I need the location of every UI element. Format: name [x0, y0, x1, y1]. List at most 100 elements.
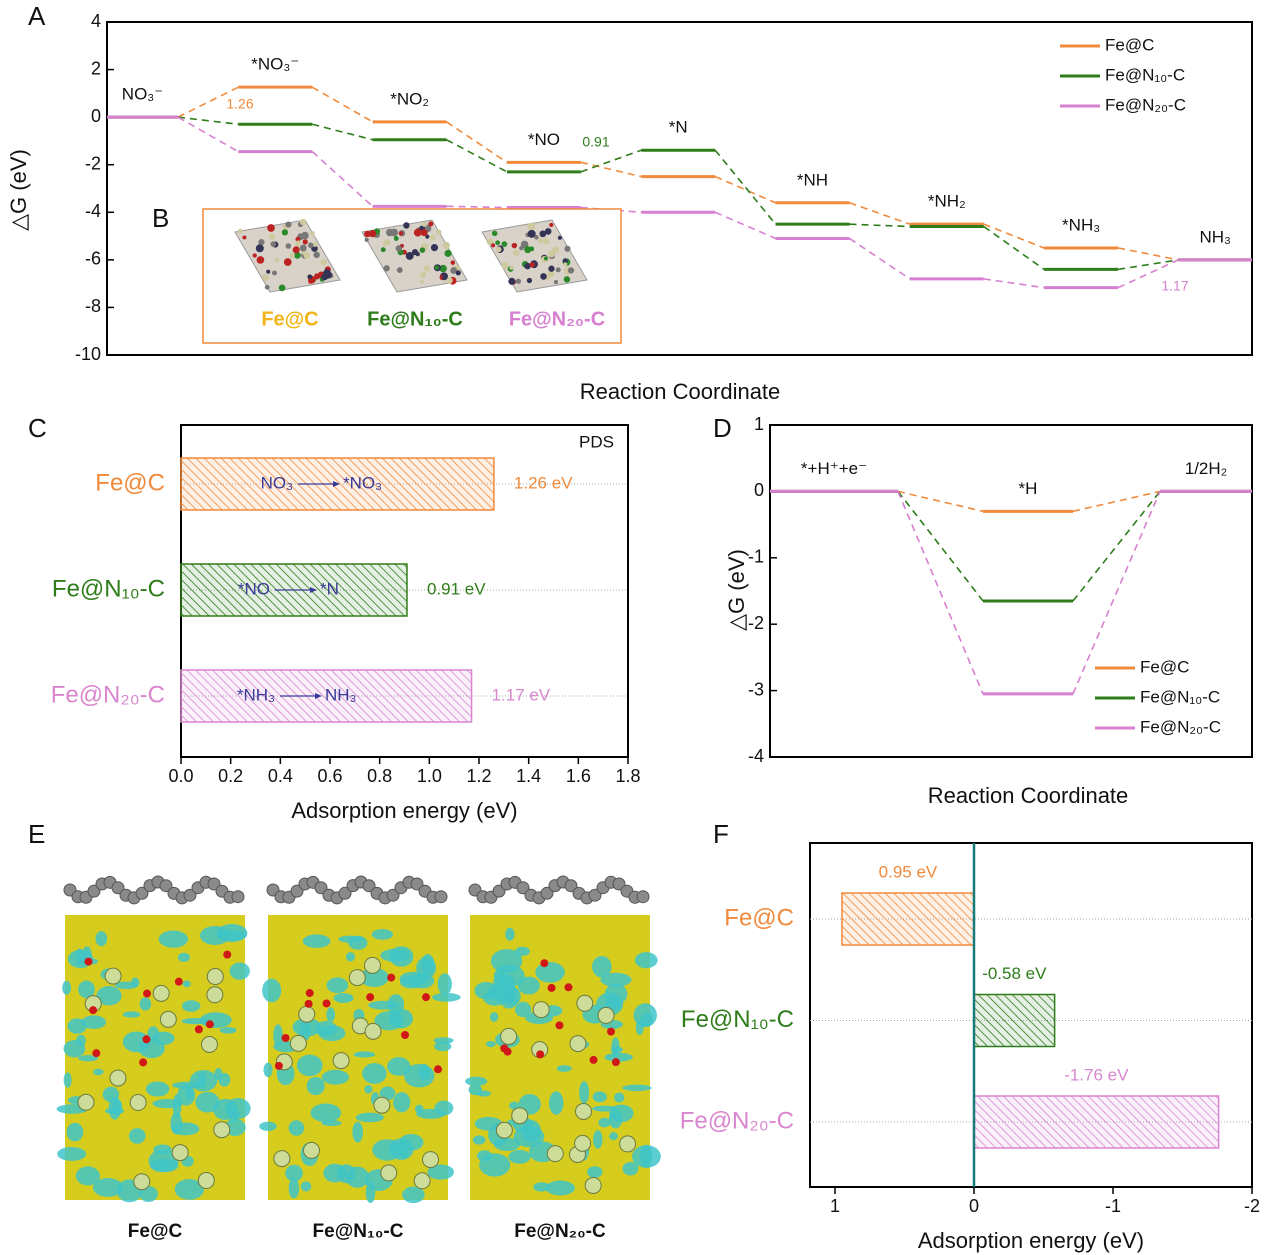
o-atom: [274, 1061, 283, 1070]
depletion-region: [75, 948, 85, 965]
depletion-region: [418, 1063, 431, 1081]
depletion-region: [181, 1000, 201, 1012]
carbon-atom: [636, 890, 650, 904]
depletion-region: [371, 929, 394, 940]
x-axis-title: Adsorption energy (eV): [918, 1228, 1144, 1253]
atom: [405, 252, 414, 260]
atom: [495, 246, 502, 253]
y-tick-label: -1: [748, 547, 764, 567]
category-label: Fe@C: [724, 904, 794, 931]
connector: [311, 151, 374, 207]
reaction-to: NH₃: [325, 685, 356, 704]
depletion-region: [285, 1164, 303, 1182]
fe-atom: [495, 1121, 513, 1139]
atom: [539, 230, 547, 238]
atom: [270, 241, 277, 247]
atom: [237, 228, 243, 234]
legend-label: Fe@C: [1105, 35, 1154, 54]
atom: [491, 230, 498, 237]
atom: [511, 242, 518, 249]
y-tick-label: -2: [85, 153, 101, 173]
value-label: 1.17 eV: [492, 685, 551, 704]
depletion-region: [112, 1099, 123, 1116]
depletion-region: [333, 993, 354, 1003]
connector: [897, 491, 984, 695]
depletion-region: [296, 1054, 323, 1077]
depletion-region: [326, 1007, 336, 1023]
arrow-head: [310, 587, 317, 593]
category-label: Fe@N₁₀-C: [52, 575, 165, 602]
plot-frame: [106, 21, 1253, 356]
depletion-region: [326, 977, 349, 994]
depletion-region: [145, 1081, 170, 1097]
depletion-region: [489, 1012, 499, 1022]
atom: [509, 265, 514, 270]
state-label: *H: [1019, 479, 1038, 498]
state-label: *NH₃: [1062, 215, 1100, 234]
atom: [274, 257, 280, 263]
atom: [548, 265, 555, 272]
atom: [308, 279, 313, 284]
atom: [320, 259, 327, 266]
depletion-region: [229, 962, 250, 980]
fe-atom: [584, 1176, 602, 1194]
atom: [364, 230, 371, 238]
depletion-region: [416, 957, 437, 979]
depletion-region: [434, 1041, 452, 1052]
bar: [180, 669, 473, 723]
arrow-head: [315, 693, 322, 699]
o-atom: [387, 973, 396, 982]
atom: [446, 277, 453, 284]
atom: [527, 222, 536, 231]
atom: [543, 256, 549, 261]
atom: [434, 265, 440, 270]
depletion-region: [81, 1015, 107, 1029]
carbon-atom: [362, 879, 376, 893]
x-tick-label: 1: [830, 1196, 840, 1216]
o-atom: [322, 999, 331, 1008]
fe-atom: [364, 1022, 382, 1040]
category-label: Fe@C: [95, 469, 165, 496]
depletion-region: [579, 1081, 590, 1104]
o-atom: [555, 1021, 564, 1030]
fe-atom: [373, 1096, 391, 1114]
carbon-atom: [87, 884, 101, 898]
depletion-region: [195, 1091, 220, 1113]
depletion-region: [75, 1166, 100, 1186]
atom: [501, 241, 508, 248]
depletion-region: [224, 1098, 251, 1120]
atom: [515, 278, 521, 284]
fe-atom: [171, 1144, 189, 1162]
structure-caption: Fe@C: [128, 1221, 183, 1242]
atom: [396, 267, 403, 273]
fe-atom: [152, 984, 170, 1002]
depletion-region: [398, 1134, 424, 1151]
fe-atom: [206, 986, 224, 1004]
atom: [321, 273, 329, 281]
depletion-region: [639, 1144, 653, 1169]
depletion-region: [622, 1084, 652, 1092]
depletion-region: [622, 1161, 639, 1176]
depletion-region: [355, 1112, 384, 1123]
structure-image: [361, 219, 468, 293]
atom: [512, 249, 520, 257]
o-atom: [304, 999, 313, 1008]
atom: [403, 222, 410, 229]
depletion-region: [147, 1026, 160, 1042]
depletion-region: [66, 1122, 84, 1142]
atom: [548, 250, 555, 258]
depletion-region: [321, 1069, 350, 1085]
panel-label: F: [713, 819, 729, 849]
atom: [420, 229, 428, 237]
depletion-region: [611, 1037, 620, 1058]
y-axis-title: △G (eV): [6, 149, 31, 231]
atom: [442, 275, 448, 281]
atom: [294, 251, 301, 259]
note: PDS: [579, 432, 614, 451]
depletion-region: [517, 976, 540, 995]
panel-label: E: [28, 819, 45, 849]
depletion-region: [535, 961, 565, 983]
depletion-region: [476, 1090, 491, 1097]
